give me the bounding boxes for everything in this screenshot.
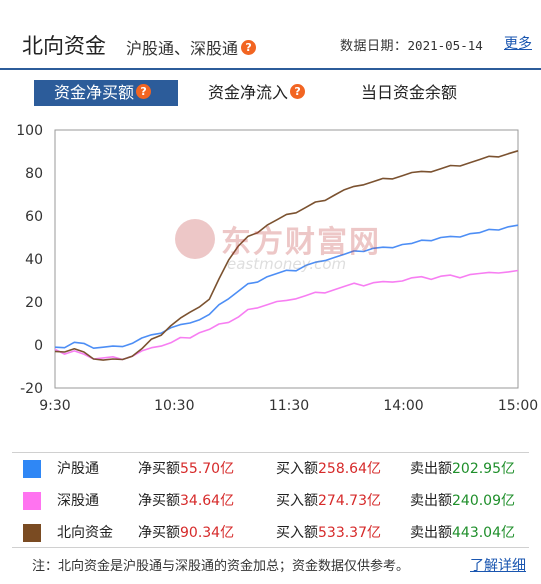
legend-row-sz: 深股通 净买额34.64亿 买入额274.73亿 卖出额240.09亿 — [12, 485, 529, 517]
x-tick-label: 15:00 — [498, 398, 538, 414]
net-value: 34.64亿 — [180, 493, 235, 509]
series-line — [54, 224, 519, 349]
subtitle-text: 沪股通、深股通 — [126, 39, 239, 58]
legend-net: 净买额34.64亿 — [138, 485, 234, 517]
learn-more-link[interactable]: 了解详细 — [470, 558, 526, 574]
y-tick-label: 0 — [34, 338, 43, 354]
y-tick-label: 80 — [25, 166, 43, 182]
legend-sell: 卖出额202.95亿 — [410, 453, 515, 485]
series-line — [54, 150, 519, 361]
buy-value: 533.37亿 — [318, 525, 381, 541]
buy-label: 买入额 — [276, 493, 318, 509]
legend-name: 深股通 — [57, 493, 99, 509]
watermark-domain: eastmoney.com — [227, 255, 347, 273]
net-label: 净买额 — [138, 461, 180, 477]
legend-sell: 卖出额443.04亿 — [410, 517, 515, 549]
legend-row-sh: 沪股通 净买额55.70亿 买入额258.64亿 卖出额202.95亿 — [12, 453, 529, 485]
date-value: 2021-05-14 — [407, 38, 483, 53]
legend-buy: 买入额533.37亿 — [276, 517, 381, 549]
date-label: 数据日期： — [340, 39, 408, 54]
sell-label: 卖出额 — [410, 525, 452, 541]
net-label: 净买额 — [138, 493, 180, 509]
help-icon[interactable]: ? — [241, 40, 257, 55]
watermark-brand: 东方财富网 — [221, 225, 381, 260]
tab-net-buy[interactable]: 资金净买额? — [34, 80, 178, 106]
line-chart: -20 0 20 40 60 80 100 9:30 10:30 11:30 14:00 15:00 — [16, 123, 538, 414]
northbound-chart: -20 0 20 40 60 80 100 9:30 10:30 11:30 14:00 15:00 — [0, 115, 541, 425]
buy-value: 258.64亿 — [318, 461, 381, 477]
y-tick-label: -20 — [20, 381, 43, 397]
net-label: 净买额 — [138, 525, 180, 541]
sell-label: 卖出额 — [410, 493, 452, 509]
legend-net: 净买额55.70亿 — [138, 453, 234, 485]
legend-swatch — [23, 460, 41, 478]
buy-value: 274.73亿 — [318, 493, 381, 509]
sell-value: 202.95亿 — [452, 461, 515, 477]
sell-label: 卖出额 — [410, 461, 452, 477]
x-tick-label: 9:30 — [39, 398, 70, 414]
legend-swatch — [23, 524, 41, 542]
legend-swatch — [23, 492, 41, 510]
legend-row-north: 北向资金 净买额90.34亿 买入额533.37亿 卖出额443.04亿 — [12, 517, 529, 549]
watermark: 东方财富网 eastmoney.com — [175, 215, 385, 275]
tab-label: 资金净流入 — [208, 83, 289, 102]
help-icon[interactable]: ? — [136, 84, 152, 99]
tab-daily-balance[interactable]: 当日资金余额 — [361, 80, 457, 106]
x-tick-label: 11:30 — [269, 398, 309, 414]
x-tick-label: 14:00 — [383, 398, 423, 414]
tab-net-inflow[interactable]: 资金净流入? — [208, 80, 306, 106]
legend-net: 净买额90.34亿 — [138, 517, 234, 549]
page-subtitle: 沪股通、深股通? — [126, 35, 257, 59]
legend-name: 北向资金 — [57, 525, 113, 541]
footer-note: 注：北向资金是沪股通与深股通的资金加总；资金数据仅供参考。 — [32, 559, 410, 574]
tab-label: 资金净买额 — [54, 83, 135, 102]
legend-name: 沪股通 — [57, 461, 99, 477]
data-date: 数据日期：2021-05-14 — [340, 35, 483, 54]
y-tick-label: 40 — [25, 252, 43, 268]
buy-label: 买入额 — [276, 525, 318, 541]
buy-label: 买入额 — [276, 461, 318, 477]
sell-value: 240.09亿 — [452, 493, 515, 509]
x-tick-label: 10:30 — [154, 398, 194, 414]
y-tick-label: 60 — [25, 209, 43, 225]
more-link[interactable]: 更多 — [504, 36, 532, 52]
page-header: 北向资金 沪股通、深股通? 数据日期：2021-05-14 更多 — [0, 0, 541, 70]
plot-frame — [54, 129, 519, 389]
help-icon[interactable]: ? — [290, 84, 306, 99]
page-title: 北向资金 — [22, 34, 106, 58]
net-value: 90.34亿 — [180, 525, 235, 541]
tab-label: 当日资金余额 — [361, 83, 458, 102]
sell-value: 443.04亿 — [452, 525, 515, 541]
y-tick-label: 20 — [25, 295, 43, 311]
legend-sell: 卖出额240.09亿 — [410, 485, 515, 517]
y-tick-label: 100 — [16, 123, 43, 139]
legend-buy: 买入额274.73亿 — [276, 485, 381, 517]
net-value: 55.70亿 — [180, 461, 235, 477]
legend-table: 沪股通 净买额55.70亿 买入额258.64亿 卖出额202.95亿 深股通 … — [12, 452, 529, 548]
brand-logo-icon — [175, 219, 215, 259]
legend-buy: 买入额258.64亿 — [276, 453, 381, 485]
